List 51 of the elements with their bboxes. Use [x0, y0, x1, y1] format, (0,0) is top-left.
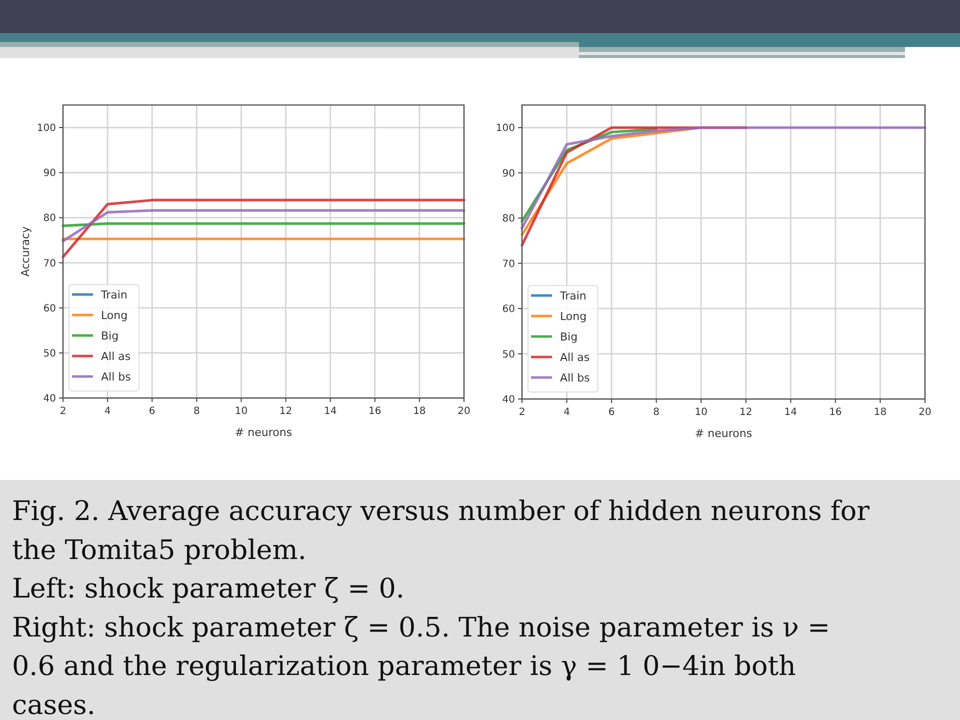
y-tick-label: 40	[502, 394, 515, 406]
y-tick-label: 60	[502, 304, 515, 316]
x-tick-label: 12	[279, 406, 292, 417]
text: Right: shock parameter ζ = 0.5. The noise parameter is ν = 0.6 and the regularization parameter is γ = 1 0−4in both cases.	[12, 612, 830, 720]
text: Left: shock parameter ζ = 0.	[12, 574, 404, 605]
legend-label: All as	[560, 350, 590, 364]
y-tick-label: 40	[43, 394, 56, 404]
x-tick-label: 20	[918, 407, 932, 418]
y-tick-label: 70	[43, 258, 56, 270]
caption: Fig. 2. Average accuracy versus number of hidden neurons for the Tomita5 problem.	[12, 496, 870, 566]
legend-label: Big	[101, 329, 119, 342]
x-tick-label: 10	[234, 406, 248, 417]
y-tick-label: 50	[43, 348, 56, 360]
x-tick-label: 12	[740, 407, 752, 418]
legend-label: All as	[101, 350, 131, 363]
y-tick-label: 80	[43, 213, 56, 224]
y-tick-label: 100	[36, 123, 56, 134]
x-tick-label: 16	[368, 406, 382, 417]
legend-label: Long	[560, 310, 587, 323]
y-tick-label: 90	[502, 168, 515, 180]
x-tick-label: 8	[193, 406, 200, 417]
x-axis-title: # neurons	[694, 427, 752, 440]
y-tick-label: 80	[502, 214, 515, 225]
x-tick-label: 2	[518, 407, 526, 418]
x-tick-label: 18	[413, 406, 426, 417]
x-tick-label: 4	[104, 406, 111, 417]
y-tick-label: 100	[496, 123, 515, 134]
x-tick-label: 14	[784, 407, 798, 418]
x-tick-label: 10	[694, 407, 708, 418]
x-tick-label: 6	[608, 407, 615, 418]
line-series	[520, 126, 926, 230]
x-tick-label: 18	[874, 407, 887, 418]
legend-label: All bs	[101, 370, 132, 384]
x-axis-title: # neurons	[234, 426, 292, 439]
x-tick-label: 4	[564, 407, 570, 418]
y-tick-label: 90	[43, 168, 56, 180]
x-tick-label: 8	[653, 407, 660, 418]
x-tick-label: 14	[324, 406, 337, 417]
x-tick-label: 6	[148, 406, 156, 417]
y-tick-label: 60	[43, 303, 56, 314]
y-tick-label: 70	[502, 258, 515, 270]
x-tick-label: 16	[829, 407, 842, 418]
x-tick-label: 2	[60, 406, 66, 417]
legend-label: Long	[101, 308, 128, 322]
x-tick-label: 20	[458, 406, 470, 417]
legend-label: Train	[100, 288, 128, 302]
y-tick-label: 50	[502, 349, 515, 360]
legend-label: All bs	[560, 371, 590, 384]
legend-label: Big	[560, 330, 578, 344]
y-axis-title: Accuracy	[19, 226, 32, 277]
legend-label: Train	[559, 289, 586, 302]
